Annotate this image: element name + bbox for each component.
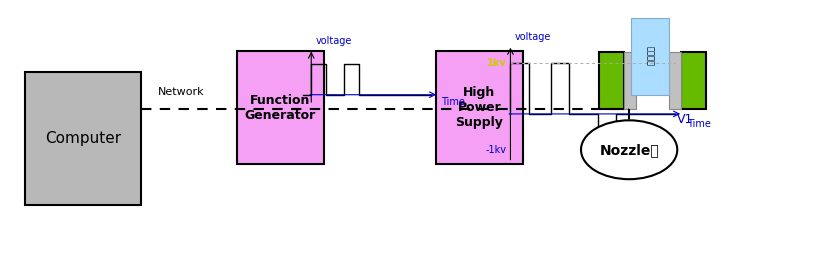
Text: voltage: voltage (515, 32, 551, 42)
Text: V1: V1 (676, 113, 693, 125)
FancyBboxPatch shape (436, 51, 523, 164)
Text: High
Power
Supply: High Power Supply (456, 86, 503, 129)
FancyBboxPatch shape (25, 72, 141, 205)
FancyBboxPatch shape (237, 51, 324, 164)
Text: Function
Generator: Function Generator (245, 93, 315, 122)
FancyBboxPatch shape (669, 52, 681, 109)
Text: Time: Time (441, 97, 465, 107)
Ellipse shape (581, 120, 677, 179)
Text: Time: Time (687, 119, 711, 129)
FancyBboxPatch shape (631, 18, 669, 95)
Text: 1kv: 1kv (486, 58, 506, 68)
Text: Nozzle구: Nozzle구 (599, 143, 659, 157)
Text: voltage: voltage (315, 36, 352, 46)
Text: Computer: Computer (45, 131, 121, 146)
Text: Network: Network (158, 87, 204, 97)
FancyBboxPatch shape (681, 52, 705, 109)
Text: -1kv: -1kv (486, 145, 506, 155)
FancyBboxPatch shape (599, 52, 624, 109)
FancyBboxPatch shape (624, 52, 636, 109)
Text: 액상쟁료: 액상쟁료 (646, 46, 654, 66)
